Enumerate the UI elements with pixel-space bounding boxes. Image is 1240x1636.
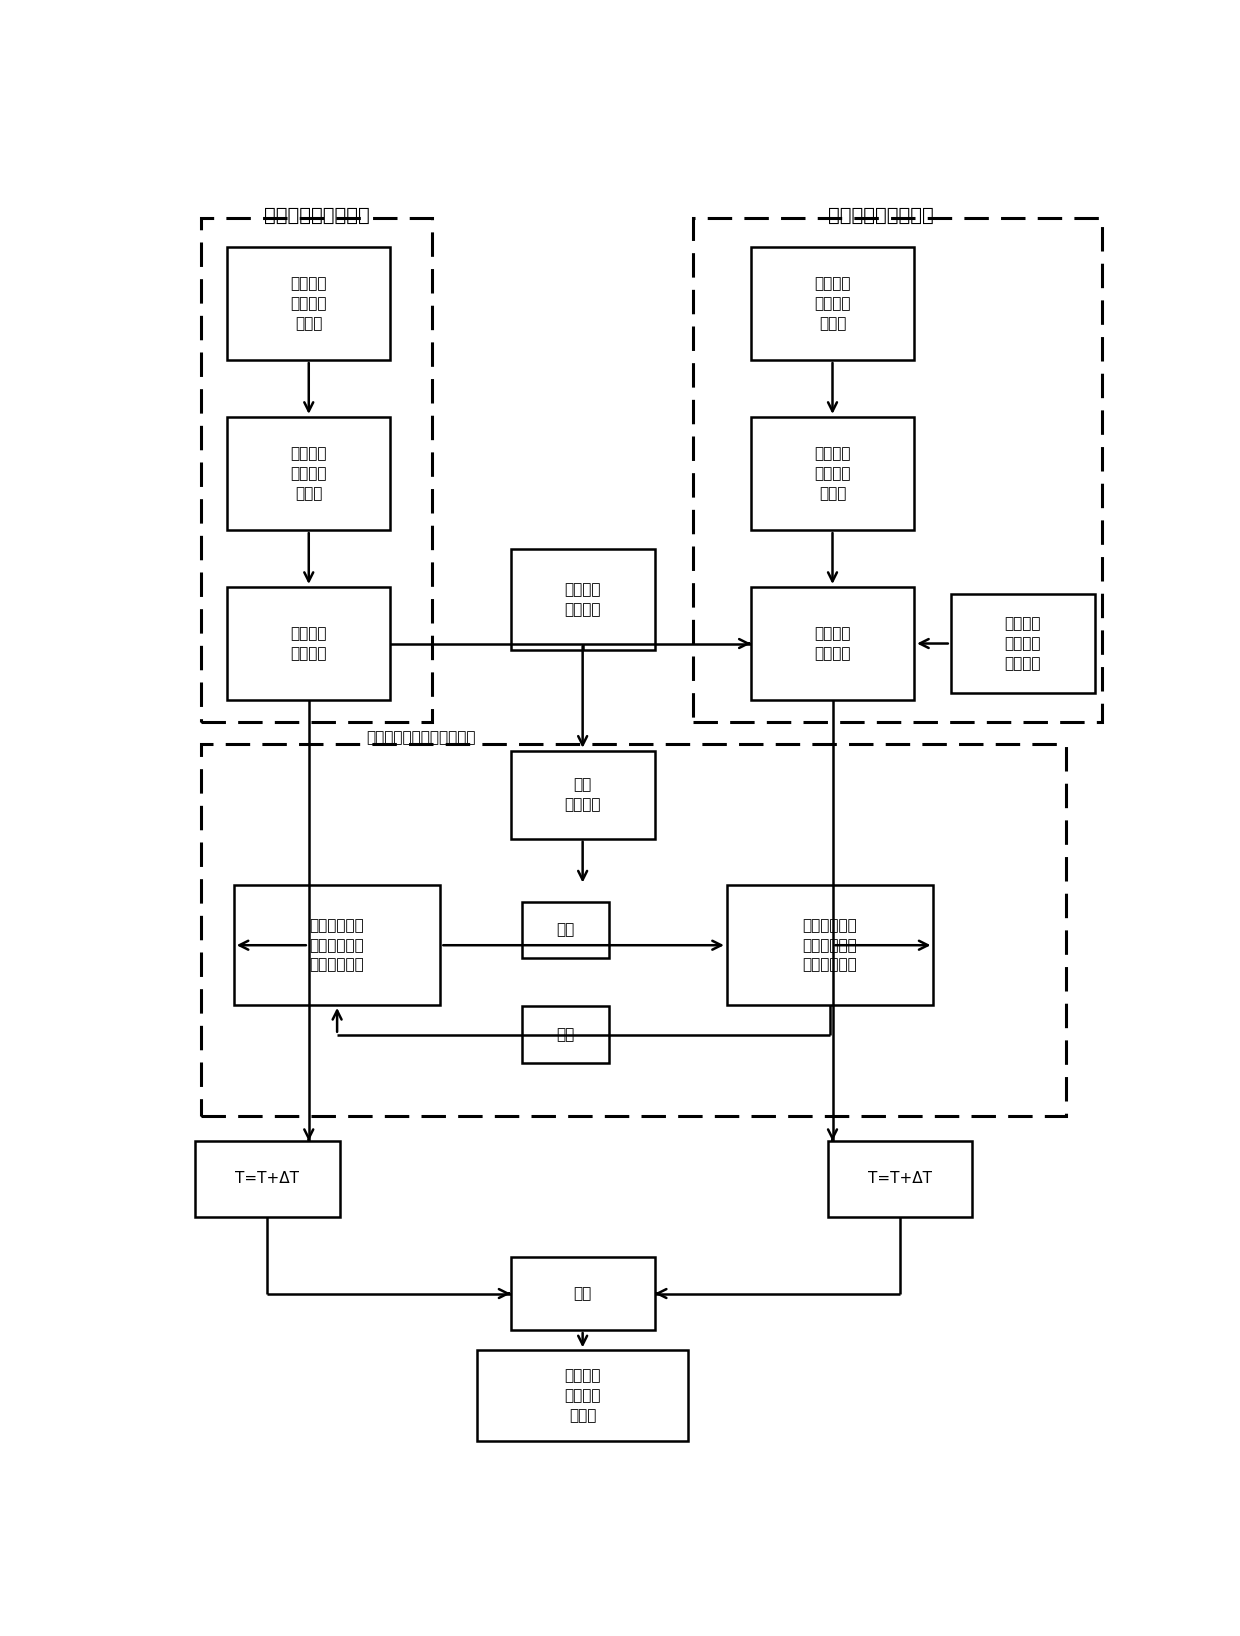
- Text: 反馈: 反馈: [557, 1027, 574, 1042]
- FancyBboxPatch shape: [227, 587, 391, 700]
- Text: 传递: 传递: [557, 923, 574, 937]
- FancyBboxPatch shape: [951, 594, 1095, 692]
- FancyBboxPatch shape: [727, 885, 934, 1005]
- FancyBboxPatch shape: [522, 901, 609, 959]
- Text: 设置物理
模型及求
解方式: 设置物理 模型及求 解方式: [290, 447, 327, 501]
- Text: 计算一个
稳态结果: 计算一个 稳态结果: [564, 582, 601, 617]
- Text: 设置物理
模型及求
解方式: 设置物理 模型及求 解方式: [815, 447, 851, 501]
- FancyBboxPatch shape: [751, 247, 914, 360]
- Text: 达到计算
时间，结
束计算: 达到计算 时间，结 束计算: [564, 1368, 601, 1423]
- Text: 流体动力学程序求解: 流体动力学程序求解: [264, 206, 370, 226]
- Text: 建立燃料
组件固体
域模型: 建立燃料 组件固体 域模型: [815, 276, 851, 330]
- FancyBboxPatch shape: [522, 1006, 609, 1063]
- Text: 固体有限元程序求解: 固体有限元程序求解: [827, 206, 934, 226]
- FancyBboxPatch shape: [511, 1256, 655, 1330]
- Text: 计算得到耦合
面上压力、换
热系数、水温: 计算得到耦合 面上压力、换 热系数、水温: [310, 918, 365, 972]
- Text: 边界条件
及初始化: 边界条件 及初始化: [290, 627, 327, 661]
- FancyBboxPatch shape: [511, 751, 655, 839]
- FancyBboxPatch shape: [227, 247, 391, 360]
- FancyBboxPatch shape: [511, 550, 655, 649]
- FancyBboxPatch shape: [227, 417, 391, 530]
- FancyBboxPatch shape: [477, 1350, 688, 1441]
- Text: 考虑燃耗
过程中的
辐照效应: 考虑燃耗 过程中的 辐照效应: [1004, 617, 1042, 671]
- FancyBboxPatch shape: [751, 587, 914, 700]
- Text: 建立燃料
组件流体
域模型: 建立燃料 组件流体 域模型: [290, 276, 327, 330]
- FancyBboxPatch shape: [828, 1142, 972, 1217]
- FancyBboxPatch shape: [196, 1142, 340, 1217]
- FancyBboxPatch shape: [751, 417, 914, 530]
- Text: T=T+ΔT: T=T+ΔT: [236, 1171, 299, 1186]
- Text: 控制
数据交换: 控制 数据交换: [564, 777, 601, 811]
- Text: 边界条件
及初始化: 边界条件 及初始化: [815, 627, 851, 661]
- FancyBboxPatch shape: [234, 885, 440, 1005]
- Text: 中间数据交换接口程序控制: 中间数据交换接口程序控制: [367, 731, 476, 746]
- Text: 收敛: 收敛: [574, 1286, 591, 1301]
- Text: T=T+ΔT: T=T+ΔT: [868, 1171, 931, 1186]
- Text: 计算得到耦合
面上温度分布
以及节点位移: 计算得到耦合 面上温度分布 以及节点位移: [802, 918, 858, 972]
